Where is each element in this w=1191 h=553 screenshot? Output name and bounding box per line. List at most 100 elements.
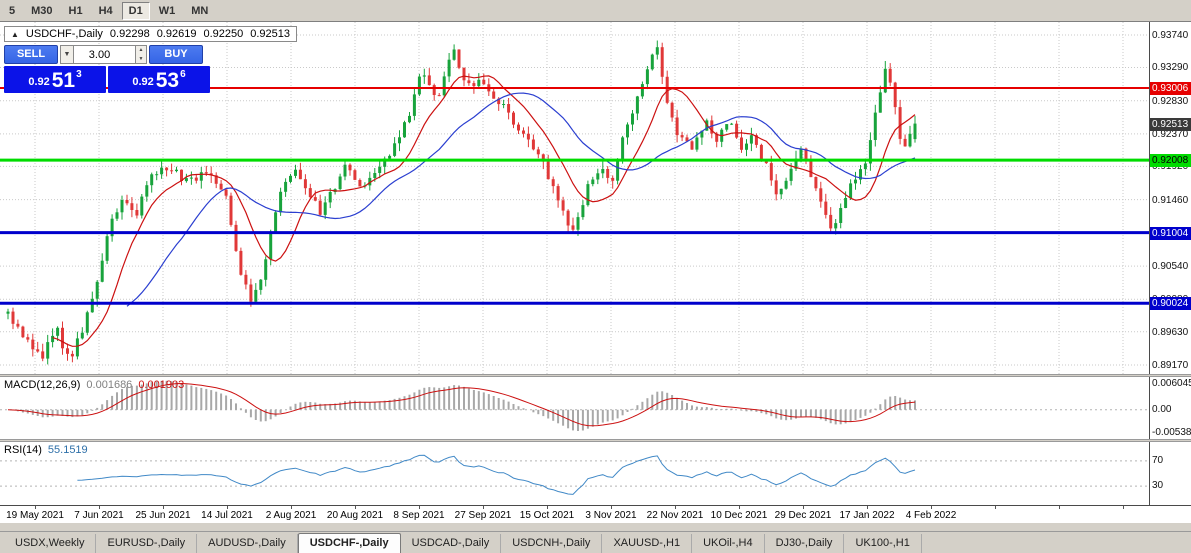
date-tick [1059,506,1060,509]
macd-axis-label: 0.006045 [1152,378,1191,389]
date-axis-label: 19 May 2021 [6,510,64,521]
rsi-line [77,454,916,495]
date-tick [355,506,356,509]
rsi-value: 55.1519 [47,444,88,456]
macd-panel[interactable]: MACD(12,26,9) 0.001686 0.001903 [0,377,1149,439]
macd-canvas [0,380,1149,431]
chart-tab-eurusd-daily[interactable]: EURUSD-,Daily [96,534,198,553]
panel-splitter[interactable] [0,374,1191,377]
macd-axis-label: -0.005380 [1152,427,1191,438]
date-tick [291,506,292,509]
date-tick [803,506,804,509]
timeframe-button-mn[interactable]: MN [191,4,209,17]
date-tick [931,506,932,509]
price-axis-label: 0.93740 [1152,29,1189,41]
buy-price-pips: 53 [155,69,180,92]
date-tick [227,506,228,509]
macd-name: MACD(12,26,9) [4,379,81,391]
macd-axis: 0.006045 0.00 -0.005380 [1149,377,1191,439]
price-axis-label: 0.91460 [1152,194,1189,206]
volume-dropdown-icon[interactable]: ▼ [60,45,74,64]
buy-price-prefix: 0.92 [132,76,154,88]
chart-tab-ukoil-h4[interactable]: UKOil-,H4 [692,534,765,553]
timeframe-button-5[interactable]: 5 [9,4,16,17]
price-axis-label: 0.93290 [1152,62,1189,74]
price-axis: 0.937400.932900.928300.923700.919200.914… [1149,22,1191,374]
date-tick [995,506,996,509]
rsi-axis-label: 70 [1152,454,1164,466]
chart-tab-xauusd-h1[interactable]: XAUUSD-,H1 [602,534,693,553]
chart-area[interactable]: ▲ USDCHF-,Daily 0.92298 0.92619 0.92250 … [0,22,1149,374]
volume-input[interactable] [74,45,136,64]
date-axis-label: 29 Dec 2021 [774,510,832,521]
macd-histogram [12,380,916,431]
date-tick [739,506,740,509]
sell-button[interactable]: SELL [4,45,58,64]
date-tick [35,506,36,509]
timeframe-button-h1[interactable]: H1 [68,4,83,17]
ohlc-close: 0.92513 [250,28,290,40]
date-tick [1123,506,1124,509]
date-axis-label: 14 Jul 2021 [201,510,253,521]
timeframe-button-m30[interactable]: M30 [31,4,53,17]
volume-control: ▼ ▲ ▼ [60,45,147,64]
chart-tab-usdcnh-daily[interactable]: USDCNH-,Daily [501,534,603,553]
date-axis-label: 4 Feb 2022 [905,510,957,521]
price-axis-label: 0.92830 [1152,95,1189,107]
current-price-tag: 0.92513 [1150,117,1191,131]
date-axis-label: 7 Jun 2021 [74,510,124,521]
date-axis-label: 2 Aug 2021 [265,510,317,521]
volume-decrease-icon[interactable]: ▼ [138,55,144,62]
date-axis-label: 20 Aug 2021 [326,510,384,521]
collapse-panel-icon[interactable]: ▲ [11,29,19,39]
date-axis-label: 22 Nov 2021 [646,510,704,521]
ma-fast-line [52,75,916,347]
timeframe-button-d1[interactable]: D1 [121,1,150,20]
buy-button[interactable]: BUY [149,45,203,64]
chart-tab-uk100-h1[interactable]: UK100-,H1 [844,534,922,553]
date-axis-label: 25 Jun 2021 [135,510,191,521]
window-chrome-strip [0,523,1191,531]
date-tick [99,506,100,509]
volume-increase-icon[interactable]: ▲ [138,47,144,53]
chart-tab-audusd-daily[interactable]: AUDUSD-,Daily [197,534,298,553]
chart-tab-usdchf-daily[interactable]: USDCHF-,Daily [297,533,401,553]
price-axis-label: 0.89630 [1152,326,1189,338]
chart-tab-dj30-daily[interactable]: DJ30-,Daily [765,534,845,553]
rsi-panel[interactable]: RSI(14) 55.1519 [0,442,1149,505]
date-tick [867,506,868,509]
chart-tabs-bar: USDX,Weekly EURUSD-,Daily AUDUSD-,Daily USD… [0,531,1191,553]
buy-price-display[interactable]: 0.92 53 6 [108,66,210,93]
rsi-canvas [0,454,1149,495]
chart-tab-usdx-weekly[interactable]: USDX,Weekly [4,534,97,553]
date-tick [163,506,164,509]
sell-price-display[interactable]: 0.92 51 3 [4,66,106,93]
rsi-name: RSI(14) [4,444,42,456]
ma-slow-line [126,92,916,307]
date-axis-label: 3 Nov 2021 [585,510,637,521]
chart-symbol-label: USDCHF-,Daily [25,28,103,40]
date-axis-label: 17 Jan 2022 [839,510,895,521]
chart-tab-usdcad-daily[interactable]: USDCAD-,Daily [401,534,502,553]
timeframe-button-h4[interactable]: H4 [98,4,113,17]
macd-signal-line [7,382,916,427]
date-axis-label: 8 Sep 2021 [393,510,445,521]
price-axis-label: 0.90540 [1152,261,1189,273]
sell-price-pips: 51 [51,69,76,92]
macd-signal-value: 0.001903 [138,379,185,391]
date-tick [675,506,676,509]
panel-splitter[interactable] [0,439,1191,442]
ohlc-high: 0.92619 [156,28,197,40]
date-axis-label: 27 Sep 2021 [454,510,512,521]
macd-main-value: 0.001686 [86,379,133,391]
rsi-axis-label: 30 [1152,480,1164,492]
timeframe-button-w1[interactable]: W1 [158,4,176,17]
date-tick [547,506,548,509]
macd-label: MACD(12,26,9) 0.001686 0.001903 [4,379,184,391]
date-axis: 19 May 2021 7 Jun 2021 25 Jun 2021 14 Jul 2… [0,505,1191,523]
ohlc-open: 0.92298 [109,28,150,40]
rsi-axis: 70 30 [1149,442,1191,505]
date-tick [483,506,484,509]
